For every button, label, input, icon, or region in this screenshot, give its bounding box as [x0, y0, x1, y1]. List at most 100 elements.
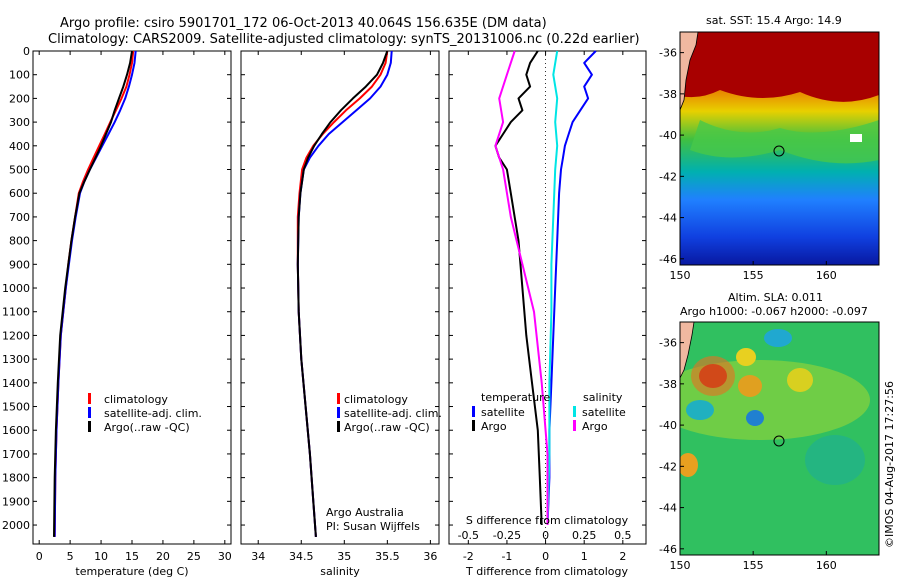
legend-swatch-t-argo [472, 420, 475, 431]
sst-land-speck [850, 134, 862, 142]
x-tick-label: 2 [619, 550, 626, 563]
sla-map [680, 322, 879, 555]
legend-label-satellite: satellite-adj. clim. [344, 407, 442, 420]
map-y-tick-label: -44 [659, 502, 677, 515]
map-y-tick-label: -38 [659, 378, 677, 391]
y-tick-label: 700 [9, 211, 30, 224]
y-tick-label: 1500 [2, 401, 30, 414]
salinity-xlabel: salinity [320, 565, 360, 578]
x-tick-label: 20 [156, 550, 170, 563]
x-tick-label: 34 [251, 550, 265, 563]
australia-coast [680, 32, 699, 111]
y-tick-label: 1600 [2, 424, 30, 437]
sla-map-title-1: Altim. SLA: 0.011 [728, 291, 823, 304]
legend-label-s-argo: Argo [582, 420, 608, 433]
y-tick-label: 1000 [2, 282, 30, 295]
legend-swatch-climatology [337, 393, 340, 404]
map-x-tick-label: 150 [670, 269, 691, 282]
y-tick-label: 2000 [2, 519, 30, 532]
sla-map-frame [679, 321, 880, 556]
map-y-tick-label: -40 [659, 129, 677, 142]
legend-title-temperature: temperature [481, 391, 550, 404]
y-tick-label: 900 [9, 258, 30, 271]
temperature-plot: 0 5 10 15 20 25 300100200300400500600700800900… [2, 45, 232, 563]
sla-blob-orange-2 [680, 453, 698, 477]
sla-map-title-2: Argo h1000: -0.067 h2000: -0.097 [680, 305, 868, 318]
map-x-tick-label: 150 [670, 559, 691, 572]
y-tick-label: 100 [9, 69, 30, 82]
x-tick-label: 35.5 [375, 550, 400, 563]
x-tick-label: 30 [218, 550, 232, 563]
temperature-legend: climatology satellite-adj. clim. Argo(..… [88, 393, 202, 434]
legend-swatch-satellite [88, 407, 91, 418]
difference-plot: -2 -1 0 1 2-0.5 -0.25 0 0.25 0.5 [449, 50, 646, 563]
series-line [494, 50, 549, 525]
x-tick-label: -2 [463, 550, 474, 563]
map-x-tick-label: 160 [816, 269, 837, 282]
y-tick-label: 300 [9, 116, 30, 129]
top-tick-label: 0.25 [572, 529, 597, 542]
x-tick-label: 1 [581, 550, 588, 563]
argo-position-marker [773, 145, 785, 157]
map-y-tick-label: -42 [659, 460, 677, 473]
x-tick-label: 10 [94, 550, 108, 563]
x-tick-label: 25 [187, 550, 201, 563]
title-line-2: Climatology: CARS2009. Satellite-adjuste… [48, 32, 640, 47]
map-y-tick-label: -46 [659, 253, 677, 266]
legend-label-argo: Argo(..raw -QC) [344, 421, 430, 434]
sla-blob-cyan-1 [686, 400, 714, 420]
sla-blob-orange [691, 356, 735, 396]
salinity-plot: 34 34.5 35 35.5 36 [241, 50, 439, 563]
series-line [546, 50, 559, 526]
y-tick-label: 200 [9, 92, 30, 105]
y-tick-label: 800 [9, 235, 30, 248]
series-line [53, 50, 137, 537]
y-tick-label: 1400 [2, 377, 30, 390]
series-line [53, 50, 135, 537]
y-tick-label: 1700 [2, 448, 30, 461]
sla-blob-teal [805, 435, 865, 485]
x-tick-label: -1 [501, 550, 512, 563]
legend-label-climatology: climatology [344, 393, 408, 406]
legend-title-salinity: salinity [583, 391, 623, 404]
australia-coast [680, 322, 695, 379]
sst-cool-patch [690, 120, 879, 164]
salinity-axes [240, 50, 440, 545]
y-tick-label: 1300 [2, 353, 30, 366]
legend-swatch-argo [88, 421, 91, 432]
sst-map-ticks: -36 -38 -40 -42 -44 -46 150 155 160 [659, 47, 837, 282]
x-tick-label: 0 [36, 550, 43, 563]
legend-swatch-s-argo [573, 420, 576, 431]
top-tick-label: -0.25 [493, 529, 521, 542]
sst-warm-tongue [680, 32, 879, 102]
sla-blob-yellow-2 [736, 348, 756, 366]
y-tick-label: 1100 [2, 306, 30, 319]
legend-swatch-climatology [88, 393, 91, 404]
argo-australia-note: Argo Australia [326, 506, 404, 519]
x-tick-label: 34.5 [289, 550, 314, 563]
y-tick-label: 600 [9, 187, 30, 200]
sla-blob-yellow-1 [738, 375, 762, 397]
sst-map-frame [679, 31, 880, 266]
map-y-tick-label: -44 [659, 212, 677, 225]
legend-label-t-satellite: satellite [481, 406, 525, 419]
sla-blob-cyan-2 [764, 329, 792, 347]
map-y-tick-label: -38 [659, 88, 677, 101]
x-tick-label: 15 [125, 550, 139, 563]
title-line-1: Argo profile: csiro 5901701_172 06-Oct-2… [60, 16, 547, 31]
map-y-tick-label: -40 [659, 419, 677, 432]
difference-legend: temperature salinity satellite Argo sate… [472, 391, 626, 433]
series-line [296, 50, 389, 537]
map-y-tick-label: -36 [659, 47, 677, 60]
legend-swatch-s-satellite [573, 406, 576, 417]
temperature-axes [32, 50, 232, 545]
map-y-tick-label: -42 [659, 170, 677, 183]
legend-label-t-argo: Argo [481, 420, 507, 433]
argo-position-marker [773, 435, 785, 447]
legend-label-argo: Argo(..raw -QC) [104, 421, 190, 434]
difference-axes [448, 50, 647, 545]
legend-label-satellite: satellite-adj. clim. [104, 407, 202, 420]
pi-note: PI: Susan Wijffels [326, 520, 420, 533]
sla-blob-blue [746, 410, 764, 426]
map-x-tick-label: 155 [743, 559, 764, 572]
